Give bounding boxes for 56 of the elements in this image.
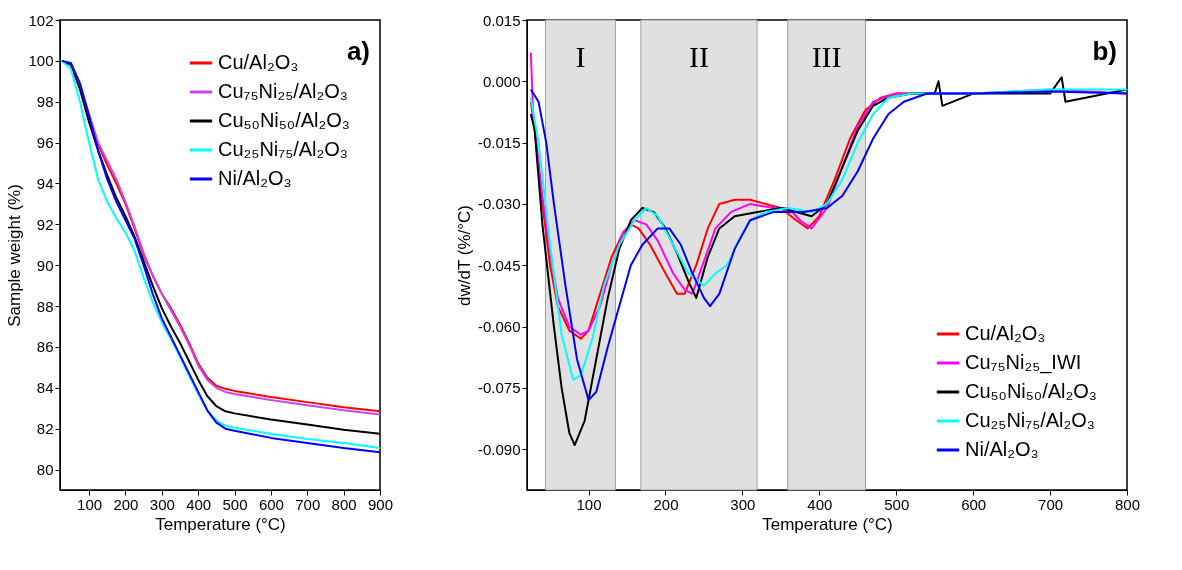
band-label: I — [575, 40, 586, 73]
y-tick-label: 102 — [28, 11, 54, 29]
x-tick-label: 700 — [1038, 495, 1064, 513]
y-tick-label: -0.075 — [477, 379, 521, 397]
y-tick-label: 0.015 — [482, 11, 521, 29]
y-tick-label: 90 — [36, 256, 54, 274]
y-tick-label: 86 — [36, 338, 54, 356]
y-tick-label: 98 — [36, 93, 54, 111]
x-tick-label: 800 — [331, 495, 357, 513]
y-tick-label: 82 — [36, 420, 54, 438]
y-tick-label: 96 — [36, 134, 54, 152]
y-axis-title: Sample weight (%) — [5, 184, 25, 327]
y-tick-label: 100 — [28, 52, 54, 70]
x-tick-label: 300 — [149, 495, 175, 513]
y-tick-label: 80 — [36, 461, 54, 479]
y-tick-label: -0.045 — [477, 256, 521, 274]
legend-label: Ni/Al₂O₃ — [965, 438, 1039, 460]
x-tick-label: 100 — [576, 495, 602, 513]
y-tick-label: 0.000 — [482, 72, 521, 90]
band-label: II — [688, 40, 709, 73]
x-tick-label: 200 — [113, 495, 139, 513]
x-tick-label: 400 — [186, 495, 212, 513]
legend-label: Ni/Al₂O₃ — [218, 167, 292, 189]
x-tick-label: 500 — [884, 495, 910, 513]
y-tick-label: -0.060 — [477, 318, 521, 336]
y-tick-label: 92 — [36, 215, 54, 233]
legend-label: Cu₅₀Ni₅₀/Al₂O₃ — [965, 380, 1097, 402]
legend-label: Cu₇₅Ni₂₅/Al₂O₃ — [218, 80, 349, 102]
x-tick-label: 500 — [222, 495, 248, 513]
y-tick-label: -0.015 — [477, 134, 521, 152]
x-tick-label: 200 — [653, 495, 679, 513]
legend-label: Cu₇₅Ni₂₅_IWI — [965, 351, 1082, 374]
x-tick-label: 100 — [77, 495, 103, 513]
x-tick-label: 900 — [367, 495, 394, 513]
x-axis-title: Temperature (°C) — [155, 514, 286, 534]
x-tick-label: 700 — [295, 495, 321, 513]
legend-label: Cu₂₅Ni₇₅/Al₂O₃ — [218, 138, 349, 160]
legend-label: Cu/Al₂O₃ — [218, 51, 299, 73]
y-tick-label: 88 — [36, 297, 54, 315]
y-tick-label: 84 — [36, 379, 54, 397]
annotation: b) — [1092, 36, 1117, 66]
y-axis-title: dw/dT (%/°C) — [454, 205, 474, 306]
y-tick-label: -0.090 — [477, 440, 521, 458]
x-axis-title: Temperature (°C) — [762, 514, 893, 534]
x-tick-label: 300 — [730, 495, 756, 513]
legend-label: Cu₂₅Ni₇₅/Al₂O₃ — [965, 409, 1096, 431]
x-tick-label: 600 — [258, 495, 284, 513]
annotation: a) — [346, 36, 370, 66]
legend-label: Cu/Al₂O₃ — [965, 322, 1046, 344]
y-tick-label: 94 — [36, 174, 54, 192]
legend-label: Cu₅₀Ni₅₀/Al₂O₃ — [218, 109, 350, 131]
x-tick-label: 800 — [1114, 495, 1141, 513]
x-tick-label: 400 — [807, 495, 833, 513]
y-tick-label: -0.030 — [477, 195, 521, 213]
band-label: III — [811, 40, 842, 73]
x-tick-label: 600 — [961, 495, 987, 513]
